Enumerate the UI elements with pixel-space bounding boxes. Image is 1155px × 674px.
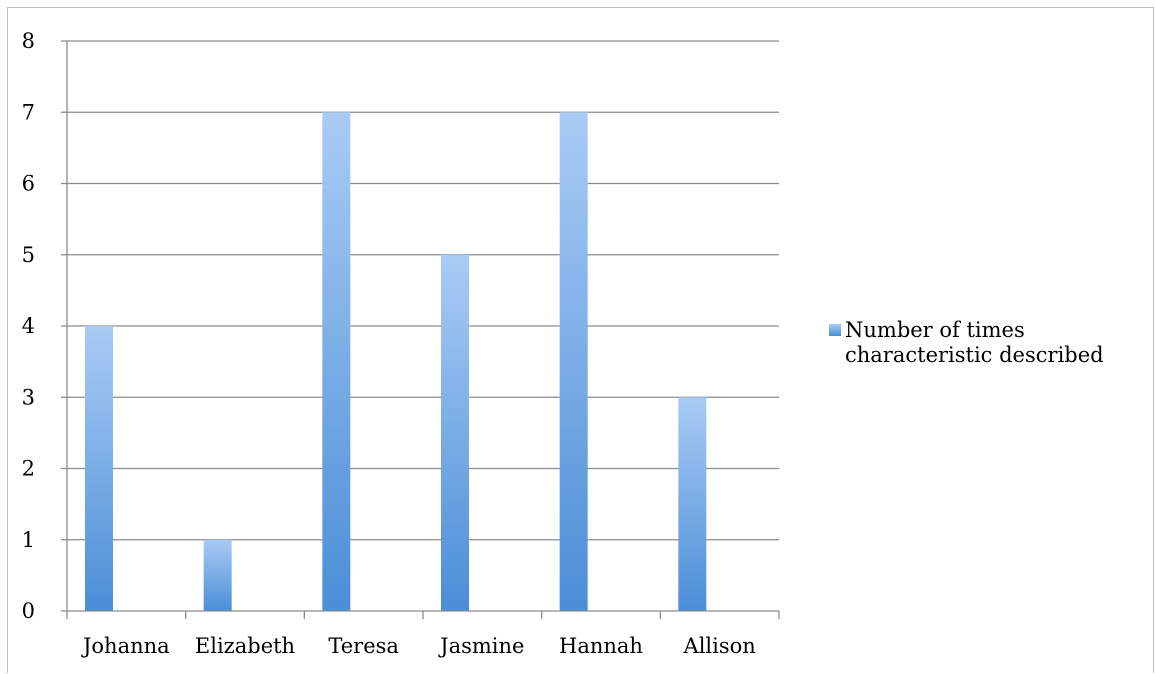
- y-tick-label: 5: [22, 243, 35, 267]
- legend-label: Number of times characteristic described: [845, 318, 1104, 367]
- legend-swatch: [829, 324, 841, 336]
- x-tick-label: Allison: [683, 634, 756, 658]
- tick-labels: 0 1 2 3 4 5 6 7 8 Johanna Elizabeth Teresa Jasmine Ha…: [22, 29, 756, 658]
- y-tick-label: 4: [22, 314, 35, 338]
- legend: Number of times characteristic described: [829, 318, 1145, 368]
- bar-johanna: [85, 326, 113, 611]
- x-tick-label: Elizabeth: [195, 634, 295, 658]
- x-tick-label: Hannah: [559, 634, 643, 658]
- x-tick-label: Jasmine: [438, 634, 524, 658]
- x-tick-label: Johanna: [81, 634, 170, 658]
- bar-allison: [678, 397, 707, 611]
- y-tick-label: 3: [22, 385, 35, 409]
- y-tick-label: 7: [22, 100, 35, 124]
- y-tick-label: 8: [22, 29, 35, 53]
- bar-jasmine: [441, 254, 469, 611]
- y-tick-label: 2: [22, 457, 35, 481]
- bar-elizabeth: [203, 539, 232, 611]
- bars: [85, 112, 707, 611]
- bar-teresa: [322, 112, 351, 611]
- gridlines: [67, 40, 779, 541]
- y-tick-label: 0: [22, 599, 35, 623]
- x-tick-label: Teresa: [328, 634, 399, 658]
- axes: [61, 40, 780, 619]
- y-tick-label: 1: [22, 528, 35, 552]
- y-tick-label: 6: [22, 172, 35, 196]
- bar-hannah: [559, 112, 588, 611]
